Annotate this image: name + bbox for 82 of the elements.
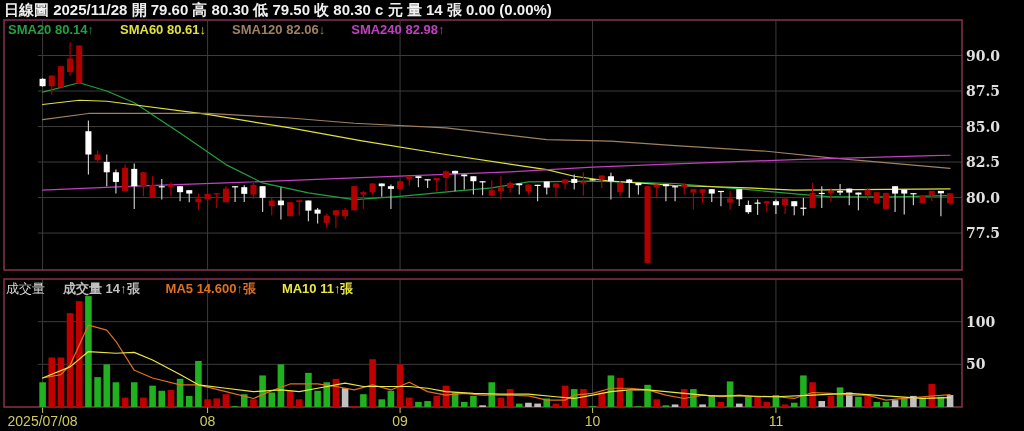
bar	[167, 389, 175, 407]
text: SMA60 80.61↓	[120, 22, 206, 37]
line-series	[41, 350, 951, 400]
text: SMA20 80.14↑	[8, 22, 94, 37]
bar	[39, 382, 46, 407]
bar	[222, 394, 230, 407]
bar	[818, 401, 826, 407]
bar	[763, 401, 771, 407]
bar	[250, 399, 257, 407]
bar	[195, 360, 202, 407]
chart-title: 成交量	[6, 281, 45, 296]
bar	[259, 375, 266, 407]
bar	[405, 397, 413, 407]
bar	[891, 400, 899, 407]
bar	[598, 392, 606, 407]
line-series	[41, 99, 951, 191]
chart-title: 日線圖 2025/11/28 開 79.60 高 80.30 低 79.50 收 80.30 c 元 量 14 張 0.00 (0.00%)	[4, 1, 552, 18]
bar	[103, 364, 111, 407]
series-label: 成交量 14↑張	[62, 281, 141, 296]
y-tick-label: 50	[966, 356, 986, 373]
bar	[790, 402, 798, 407]
bar	[240, 394, 248, 407]
bar	[415, 401, 422, 407]
bar	[735, 403, 743, 407]
text: MA5 14.600↑張	[165, 281, 257, 296]
bar	[873, 401, 881, 407]
bar	[433, 395, 441, 407]
y-tick-label: 100	[966, 313, 996, 330]
bar	[378, 399, 386, 407]
bar	[94, 377, 101, 407]
bar	[158, 390, 166, 407]
y-tick-label: 82.5	[966, 154, 1001, 171]
bar	[470, 395, 477, 407]
bar	[268, 392, 276, 407]
bar	[140, 397, 147, 407]
bar	[204, 399, 211, 407]
bar	[745, 396, 752, 407]
x-tick-label: 10	[584, 413, 601, 429]
bar	[625, 390, 633, 407]
bar	[525, 402, 532, 407]
bar	[515, 403, 523, 407]
bar	[369, 359, 376, 407]
line-series	[41, 112, 951, 169]
x-tick-label: 2025/07/08	[7, 413, 78, 429]
bar	[699, 404, 706, 407]
bar	[295, 399, 303, 407]
y-tick-label: 90.0	[966, 47, 1001, 64]
bar	[112, 382, 120, 407]
bar	[864, 395, 871, 407]
bar	[360, 394, 367, 407]
bar	[213, 398, 221, 407]
bar	[460, 401, 468, 407]
bar	[75, 301, 83, 407]
bar	[185, 395, 193, 407]
bar	[855, 396, 862, 407]
line-series	[41, 154, 951, 191]
y-tick-label: 85.0	[966, 118, 1001, 135]
x-tick-label: 11	[768, 413, 784, 429]
bar	[644, 384, 651, 407]
text: SMA120 82.06↓	[232, 22, 326, 37]
bar	[800, 375, 807, 407]
bar	[305, 372, 312, 407]
bar	[387, 390, 395, 407]
bar	[314, 390, 321, 407]
bar	[653, 399, 661, 407]
x-tick-label: 09	[392, 413, 409, 429]
x-tick-label: 08	[199, 413, 216, 429]
bar	[149, 385, 156, 407]
bar	[424, 401, 431, 407]
bar	[671, 404, 679, 407]
bar	[85, 296, 92, 407]
y-tick-label: 87.5	[966, 83, 1001, 100]
y-tick-label: 77.5	[966, 225, 1001, 242]
bar	[754, 396, 761, 407]
bar	[48, 357, 56, 407]
bar	[781, 404, 789, 407]
bar	[534, 403, 541, 407]
text: MA10 11↑張	[281, 281, 355, 296]
y-tick-label: 80.0	[966, 189, 1001, 206]
text: SMA240 82.98↑	[351, 22, 445, 37]
bar	[130, 382, 138, 407]
bar	[827, 395, 835, 407]
